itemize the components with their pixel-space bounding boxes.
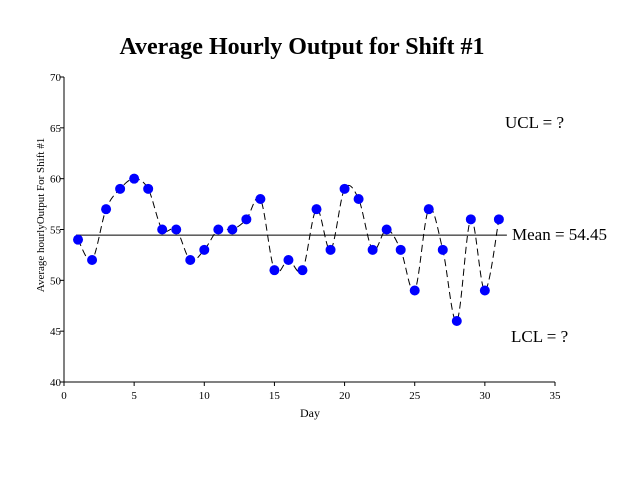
data-point bbox=[115, 183, 126, 194]
data-point bbox=[325, 244, 336, 255]
data-point bbox=[367, 244, 378, 255]
data-point bbox=[353, 194, 364, 204]
y-tick-label: 70 bbox=[50, 72, 62, 84]
axes bbox=[63, 77, 555, 383]
data-point bbox=[101, 204, 112, 215]
lcl-label: LCL = ? bbox=[511, 327, 568, 346]
data-point bbox=[465, 214, 476, 225]
data-point bbox=[437, 244, 448, 255]
data-point bbox=[143, 183, 154, 194]
data-point bbox=[493, 214, 504, 225]
data-point bbox=[381, 224, 392, 235]
data-point bbox=[479, 285, 490, 296]
x-tick-label: 15 bbox=[269, 390, 281, 402]
ucl-label: UCL = ? bbox=[505, 113, 564, 132]
x-tick-label: 0 bbox=[61, 390, 67, 402]
axis-ticks: 0 5 10 15 20 25 30 35 40 45 50 55 60 65 70 bbox=[50, 72, 561, 402]
y-tick-label: 40 bbox=[50, 377, 62, 389]
data-point bbox=[269, 265, 280, 276]
data-point bbox=[241, 214, 252, 225]
data-point bbox=[213, 224, 224, 235]
x-tick-label: 10 bbox=[199, 390, 211, 402]
data-point bbox=[395, 244, 406, 255]
data-point bbox=[185, 255, 196, 265]
data-points bbox=[73, 173, 504, 326]
data-point bbox=[451, 316, 462, 326]
chart-title: Average Hourly Output for Shift #1 bbox=[119, 34, 484, 60]
data-point bbox=[283, 255, 294, 265]
y-tick-label: 55 bbox=[50, 225, 62, 237]
data-point bbox=[87, 255, 98, 265]
data-point bbox=[339, 183, 350, 194]
data-point bbox=[129, 173, 140, 184]
series-line bbox=[77, 178, 500, 322]
y-tick-label: 45 bbox=[50, 326, 62, 338]
data-point bbox=[171, 224, 182, 235]
data-point bbox=[227, 224, 238, 235]
data-point bbox=[409, 285, 420, 296]
y-axis-label: Average hourlyOutput For Shift #1 bbox=[35, 138, 47, 292]
mean-label: Mean = 54.45 bbox=[512, 225, 607, 244]
data-point bbox=[311, 204, 322, 215]
x-tick-label: 25 bbox=[409, 390, 421, 402]
x-tick-label: 5 bbox=[131, 390, 137, 402]
data-point bbox=[73, 234, 84, 245]
y-tick-label: 50 bbox=[50, 275, 62, 287]
data-point bbox=[255, 194, 266, 204]
x-tick-label: 20 bbox=[339, 390, 351, 402]
data-point bbox=[199, 244, 210, 255]
x-tick-label: 30 bbox=[479, 390, 491, 402]
x-axis-label: Day bbox=[300, 406, 320, 420]
data-point bbox=[297, 265, 308, 276]
data-point bbox=[423, 204, 434, 215]
y-tick-label: 60 bbox=[50, 174, 62, 186]
data-point bbox=[157, 224, 168, 235]
y-tick-label: 65 bbox=[50, 123, 62, 135]
x-tick-label: 35 bbox=[550, 390, 562, 402]
